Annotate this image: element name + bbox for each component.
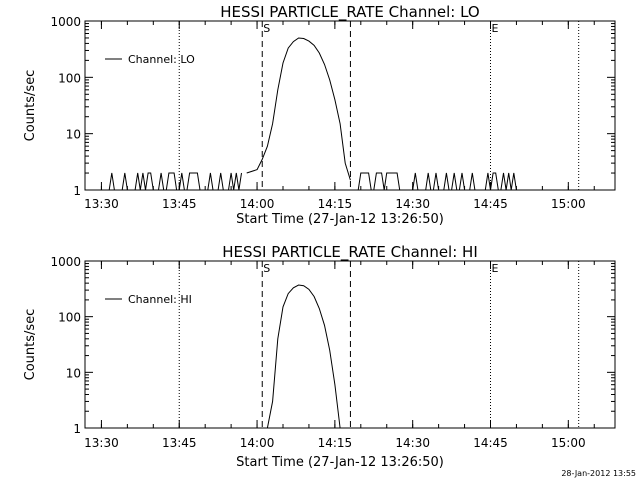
x-tick-label: 14:15	[318, 197, 353, 211]
x-tick-label: 14:00	[240, 436, 275, 450]
x-tick-label: 13:30	[84, 197, 119, 211]
series-line	[106, 37, 517, 191]
marker-label: E	[491, 22, 498, 35]
y-tick-label: 10	[66, 128, 81, 142]
series-line	[266, 284, 341, 429]
y-tick-label: 100	[58, 311, 81, 325]
y-tick-label: 10	[66, 366, 81, 380]
legend-label: Channel: HI	[128, 293, 192, 306]
x-axis-label: Start Time (27-Jan-12 13:26:50)	[236, 455, 444, 470]
x-tick-label: 14:45	[473, 197, 508, 211]
marker-label: S	[263, 262, 270, 275]
y-tick-label: 100	[58, 71, 81, 85]
y-tick-label: 1000	[50, 255, 81, 269]
x-tick-label: 15:00	[551, 436, 586, 450]
marker-label: S	[263, 22, 270, 35]
y-tick-label: 1	[73, 184, 81, 198]
footer-timestamp: 28-Jan-2012 13:55	[561, 469, 636, 478]
chart-title: HESSI PARTICLE_RATE Channel: LO	[220, 3, 479, 22]
x-tick-label: 14:30	[395, 436, 430, 450]
y-axis-label: Counts/sec	[23, 70, 38, 142]
chart-panel-lo: HESSI PARTICLE_RATE Channel: LO 1 10 100 100…	[23, 3, 616, 227]
x-tick-label: 14:30	[395, 197, 430, 211]
chart-title: HESSI PARTICLE_RATE Channel: HI	[222, 243, 478, 262]
x-tick-label: 13:30	[84, 436, 119, 450]
legend-label: Channel: LO	[128, 53, 195, 66]
x-tick-label: 13:45	[162, 197, 197, 211]
x-axis-label: Start Time (27-Jan-12 13:26:50)	[236, 212, 444, 227]
x-tick-label: 14:15	[318, 436, 353, 450]
y-tick-label: 1000	[50, 15, 81, 29]
marker-label: E	[491, 262, 498, 275]
y-tick-label: 1	[73, 422, 81, 436]
x-tick-label: 14:00	[240, 197, 275, 211]
y-axis-label: Counts/sec	[23, 309, 38, 381]
x-tick-label: 15:00	[551, 197, 586, 211]
x-tick-label: 14:45	[473, 436, 508, 450]
x-tick-label: 13:45	[162, 436, 197, 450]
chart-panel-hi: HESSI PARTICLE_RATE Channel: HI 1 10 100 100…	[23, 243, 616, 470]
